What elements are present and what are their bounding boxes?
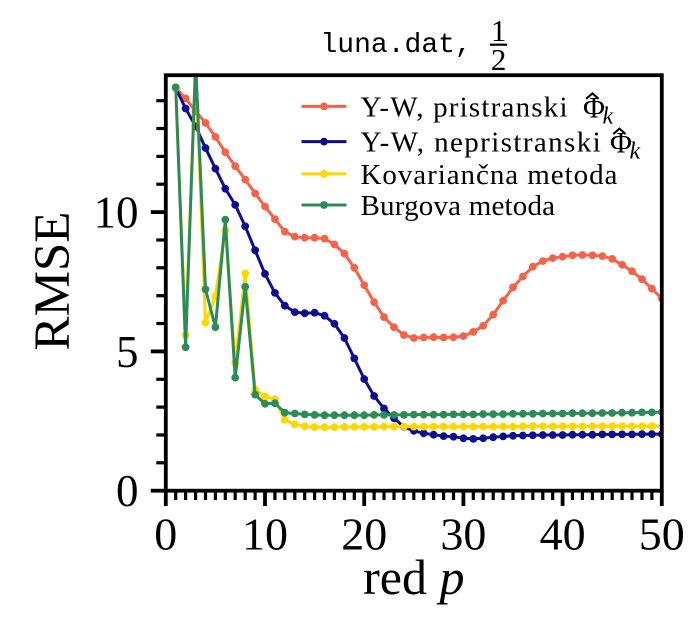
svg-text:10: 10 — [242, 509, 288, 560]
svg-text:30: 30 — [440, 509, 486, 560]
svg-text:Burgova metoda: Burgova metoda — [361, 190, 556, 222]
svg-text:Φ: Φ — [583, 92, 605, 125]
svg-text:10: 10 — [94, 188, 139, 238]
svg-text:Φ: Φ — [610, 127, 632, 160]
svg-text:0: 0 — [116, 466, 139, 516]
svg-text:2: 2 — [491, 42, 507, 77]
svg-text:Kovariančna metoda: Kovariančna metoda — [361, 159, 619, 191]
svg-text:Y-W, pristranski: Y-W, pristranski — [361, 92, 569, 124]
svg-text:luna.dat,: luna.dat, — [321, 30, 472, 61]
svg-text:5: 5 — [116, 327, 139, 377]
svg-text:k: k — [603, 104, 614, 130]
svg-text:Y-W, nepristranski: Y-W, nepristranski — [361, 127, 603, 159]
svg-text:40: 40 — [540, 509, 586, 560]
svg-text:20: 20 — [341, 509, 387, 560]
svg-text:1: 1 — [491, 13, 507, 48]
svg-text:red p: red p — [363, 549, 464, 605]
svg-text:RMSE: RMSE — [25, 212, 81, 351]
svg-text:k: k — [630, 139, 641, 165]
svg-text:0: 0 — [154, 509, 177, 560]
svg-text:50: 50 — [639, 509, 685, 560]
